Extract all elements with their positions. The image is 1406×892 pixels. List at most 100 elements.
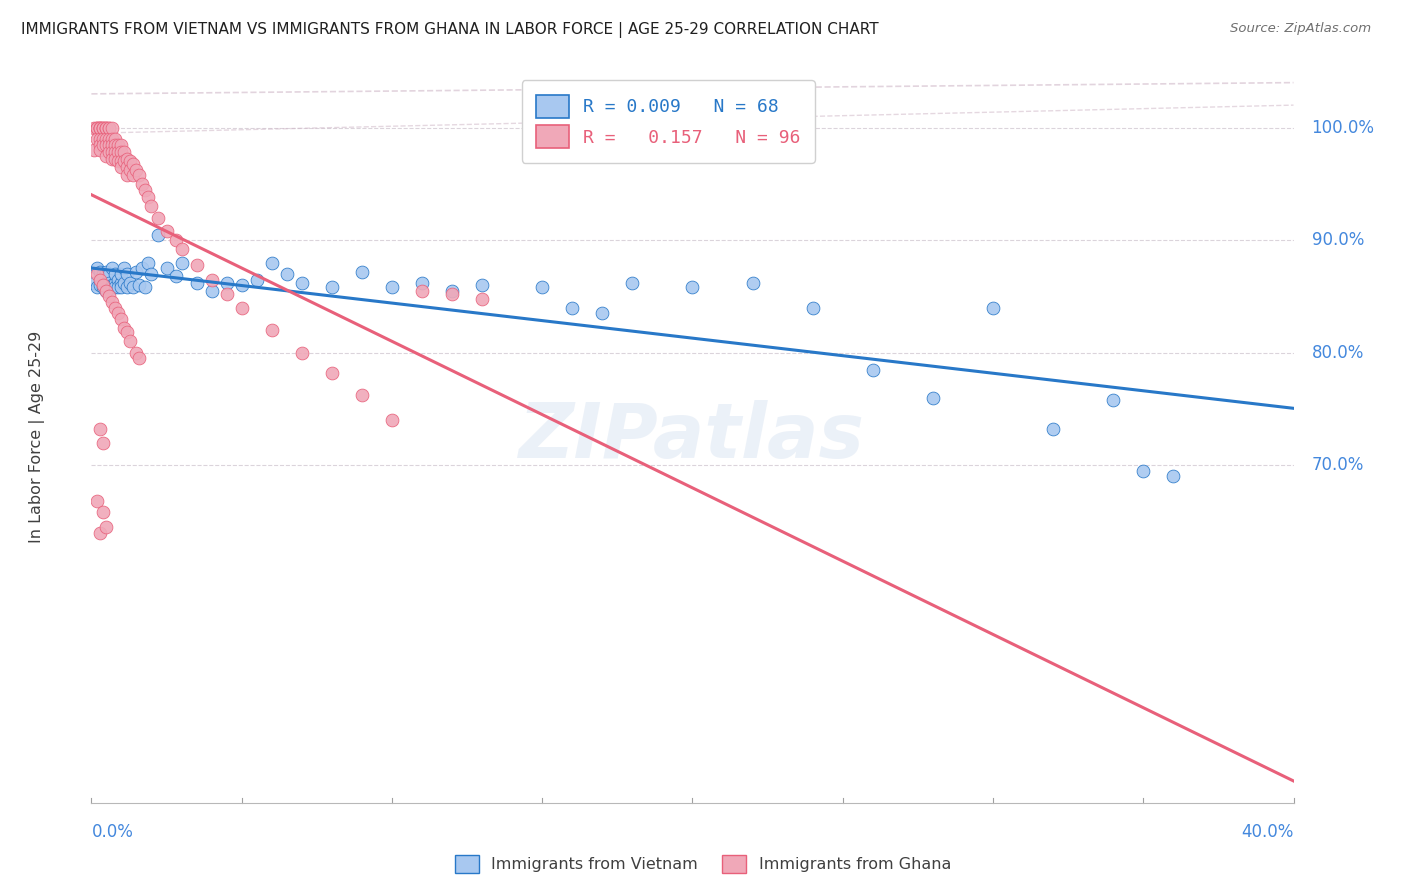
Point [96, 132, 118, 146]
Point [110, 312, 132, 326]
Point [98, 120, 121, 135]
Point [110, 276, 132, 290]
Point [471, 292, 494, 306]
Point [89, 422, 111, 436]
Point [96, 265, 118, 279]
Point [922, 391, 945, 405]
Point [201, 284, 224, 298]
Point [93, 137, 115, 152]
Point [741, 276, 763, 290]
Point [117, 326, 139, 340]
Point [122, 156, 145, 170]
Text: 70.0%: 70.0% [1312, 456, 1364, 475]
Text: IMMIGRANTS FROM VIETNAM VS IMMIGRANTS FROM GHANA IN LABOR FORCE | AGE 25-29 CORR: IMMIGRANTS FROM VIETNAM VS IMMIGRANTS FR… [21, 22, 879, 38]
Point [104, 132, 127, 146]
Text: 90.0%: 90.0% [1312, 231, 1364, 249]
Point [96, 520, 118, 534]
Point [93, 120, 115, 135]
Point [440, 284, 463, 298]
Point [120, 334, 142, 349]
Point [260, 255, 283, 269]
Point [381, 280, 404, 294]
Point [96, 284, 118, 298]
Text: 100.0%: 100.0% [1312, 119, 1375, 136]
Point [471, 278, 494, 293]
Point [862, 362, 884, 376]
Point [321, 366, 343, 380]
Point [122, 168, 145, 182]
Point [101, 278, 124, 293]
Point [93, 278, 115, 293]
Point [110, 160, 132, 174]
Point [104, 267, 127, 281]
Point [1132, 464, 1154, 478]
Legend: R = 0.009   N = 68, R =   0.157   N = 96: R = 0.009 N = 68, R = 0.157 N = 96 [522, 80, 815, 163]
Point [561, 301, 583, 315]
Point [89, 132, 111, 146]
Point [93, 120, 115, 135]
Point [621, 276, 644, 290]
Point [120, 154, 142, 169]
Point [110, 154, 132, 169]
Point [96, 120, 118, 135]
Point [110, 280, 132, 294]
Point [104, 280, 127, 294]
Point [98, 289, 121, 303]
Point [117, 168, 139, 182]
Point [89, 120, 111, 135]
Point [128, 351, 150, 366]
Point [98, 137, 121, 152]
Point [107, 280, 129, 294]
Point [186, 258, 208, 272]
Point [165, 269, 187, 284]
Point [681, 280, 703, 294]
Point [128, 278, 150, 293]
Point [165, 233, 187, 247]
Point [89, 525, 111, 540]
Point [201, 272, 224, 286]
Point [86, 120, 108, 135]
Legend: Immigrants from Vietnam, Immigrants from Ghana: Immigrants from Vietnam, Immigrants from… [449, 848, 957, 880]
Point [89, 265, 111, 279]
Point [114, 276, 136, 290]
Point [117, 280, 139, 294]
Point [98, 276, 121, 290]
Point [93, 280, 115, 294]
Point [141, 199, 163, 213]
Point [146, 227, 169, 242]
Point [98, 120, 121, 135]
Point [89, 120, 111, 135]
Point [93, 267, 115, 281]
Point [104, 145, 127, 160]
Point [215, 287, 238, 301]
Point [801, 301, 824, 315]
Point [107, 154, 129, 169]
Point [98, 267, 121, 281]
Point [138, 255, 160, 269]
Point [86, 120, 108, 135]
Point [350, 265, 373, 279]
Point [381, 413, 404, 427]
Point [114, 145, 136, 160]
Point [117, 160, 139, 174]
Point [98, 145, 121, 160]
Point [83, 143, 105, 157]
Point [321, 280, 343, 294]
Point [141, 267, 163, 281]
Point [89, 137, 111, 152]
Point [98, 280, 121, 294]
Point [104, 137, 127, 152]
Point [1102, 392, 1125, 407]
Point [110, 137, 132, 152]
Point [291, 345, 314, 359]
Point [155, 261, 177, 276]
Point [120, 163, 142, 178]
Text: In Labor Force | Age 25-29: In Labor Force | Age 25-29 [30, 331, 45, 543]
Point [125, 163, 148, 178]
Point [114, 321, 136, 335]
Point [96, 284, 118, 298]
Point [89, 120, 111, 135]
Point [981, 301, 1004, 315]
Point [122, 280, 145, 294]
Point [170, 255, 193, 269]
